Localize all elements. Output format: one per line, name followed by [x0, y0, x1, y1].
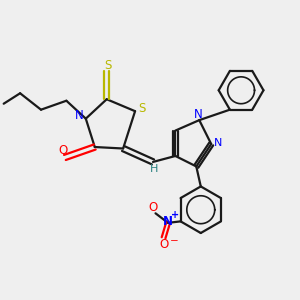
Text: O: O — [59, 144, 68, 158]
Text: S: S — [104, 59, 111, 72]
Text: N: N — [214, 137, 222, 148]
Text: −: − — [169, 236, 178, 246]
Text: N: N — [163, 215, 172, 228]
Text: N: N — [194, 108, 202, 121]
Text: +: + — [171, 209, 179, 220]
Text: O: O — [148, 201, 157, 214]
Text: O: O — [160, 238, 169, 251]
Text: N: N — [75, 109, 84, 122]
Text: S: S — [138, 102, 145, 115]
Text: H: H — [150, 164, 159, 173]
